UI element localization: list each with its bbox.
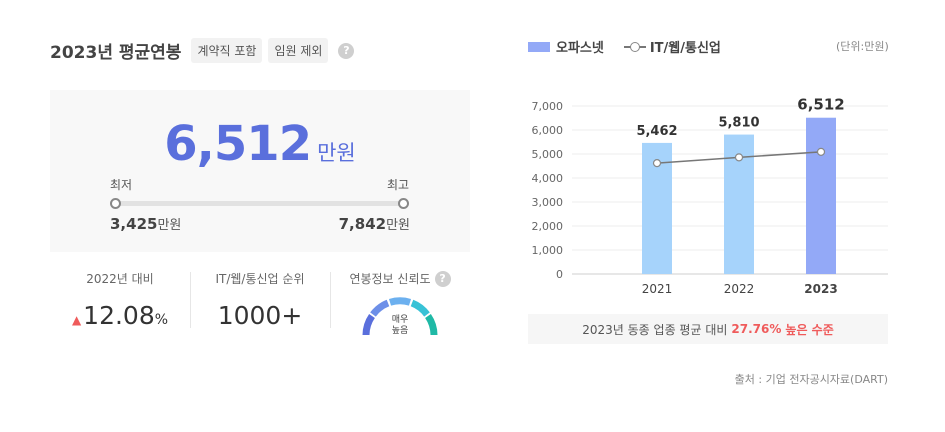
y-tick-label: 4,000	[532, 172, 564, 185]
summary-percent: 27.76%	[731, 322, 782, 336]
gauge-segment	[425, 314, 438, 336]
industry-point	[652, 159, 662, 168]
min-marker	[110, 198, 121, 209]
gauge-segment	[388, 297, 412, 306]
gauge-segment	[362, 314, 375, 336]
yoy-unit: %	[154, 312, 169, 328]
data-source: 출처 : 기업 전자공시자료(DART)	[734, 373, 888, 386]
bar	[806, 117, 836, 274]
max-salary-unit: 만원	[386, 218, 410, 233]
average-salary-box: 6,512 만원 최저 최고 3,425만원 7,842만원	[50, 90, 470, 252]
up-arrow-icon: ▲	[71, 313, 82, 327]
y-tick-label: 2,000	[532, 220, 564, 233]
max-salary-value: 7,842	[338, 215, 387, 233]
salary-range-bar	[116, 201, 404, 206]
legend-series-industry: IT/웹/통신업	[649, 41, 721, 56]
average-salary: 6,512 만원	[50, 116, 470, 172]
x-tick-label: 2022	[724, 282, 755, 296]
rank-stat: IT/웹/통신업 순위 1000+	[190, 270, 330, 330]
y-tick-label: 7,000	[532, 100, 564, 113]
stat-divider	[330, 272, 331, 328]
y-tick-label: 1,000	[532, 244, 564, 257]
reliability-stat: 연봉정보 신뢰도 ? 매우 높음	[330, 270, 470, 339]
page-title: 2023년 평균연봉	[50, 43, 182, 63]
min-salary-unit: 만원	[157, 218, 182, 233]
stat-divider	[190, 272, 191, 328]
min-salary: 3,425만원	[110, 214, 181, 233]
legend-series-company: 오파스넷	[556, 41, 604, 56]
rank-value: 1000+	[217, 301, 303, 330]
bar-value-label: 5,810	[718, 116, 759, 131]
legend-bar-swatch	[528, 41, 550, 52]
x-tick-label: 2021	[642, 282, 673, 296]
chart-legend: 오파스넷 IT/웹/통신업	[528, 37, 721, 56]
salary-bar-chart: 7,000 6,000 5,000 4,000 3,000 2,000 1,000 0 5,46…	[532, 96, 888, 296]
yoy-value-wrap: ▲12.08%	[50, 301, 190, 330]
reliability-label-wrap: 연봉정보 신뢰도 ?	[330, 270, 470, 287]
reliability-gauge: 매우 높음	[362, 297, 438, 336]
gauge-text-bottom: 높음	[392, 325, 409, 336]
max-marker	[398, 198, 409, 209]
bar-value-label: 6,512	[797, 96, 844, 114]
rank-label: IT/웹/통신업 순위	[215, 272, 305, 286]
gauge-segment	[410, 299, 430, 317]
industry-comparison-summary: 2023년 동종 업종 평균 대비 27.76% 높은 수준	[528, 314, 888, 344]
bar-value-label: 5,462	[636, 124, 677, 139]
industry-point	[816, 147, 826, 156]
summary-prefix: 2023년 동종 업종 평균 대비	[582, 322, 728, 337]
yoy-label: 2022년 대비	[86, 272, 154, 286]
summary-suffix: 높은 수준	[785, 322, 834, 337]
tag-contract-included: 계약직 포함	[191, 38, 263, 63]
tag-executive-excluded: 임원 제외	[268, 38, 329, 63]
max-label: 최고	[387, 178, 410, 192]
max-salary: 7,842만원	[339, 214, 410, 233]
unit-note: (단위:만원)	[836, 40, 889, 53]
gauge-text-top: 매우	[392, 314, 409, 325]
salary-header: 2023년 평균연봉 계약직 포함 임원 제외 ?	[50, 38, 355, 63]
y-tick-label: 3,000	[532, 196, 564, 209]
min-salary-value: 3,425	[110, 215, 158, 233]
yoy-stat: 2022년 대비 ▲12.08%	[50, 270, 190, 330]
y-tick-label: 6,000	[532, 124, 564, 137]
gauge-segment	[370, 299, 390, 317]
help-icon[interactable]: ?	[338, 42, 355, 59]
yoy-value: 12.08	[83, 301, 155, 330]
y-tick-label: 0	[556, 268, 563, 281]
min-label: 최저	[110, 178, 133, 192]
y-tick-label: 5,000	[532, 148, 564, 161]
average-salary-unit: 만원	[317, 141, 356, 165]
x-tick-label: 2023	[804, 282, 837, 296]
reliability-label: 연봉정보 신뢰도	[349, 272, 431, 286]
industry-point	[734, 153, 744, 162]
help-icon[interactable]: ?	[434, 270, 451, 287]
average-salary-value: 6,512	[164, 116, 312, 172]
legend-line-swatch	[623, 41, 646, 53]
